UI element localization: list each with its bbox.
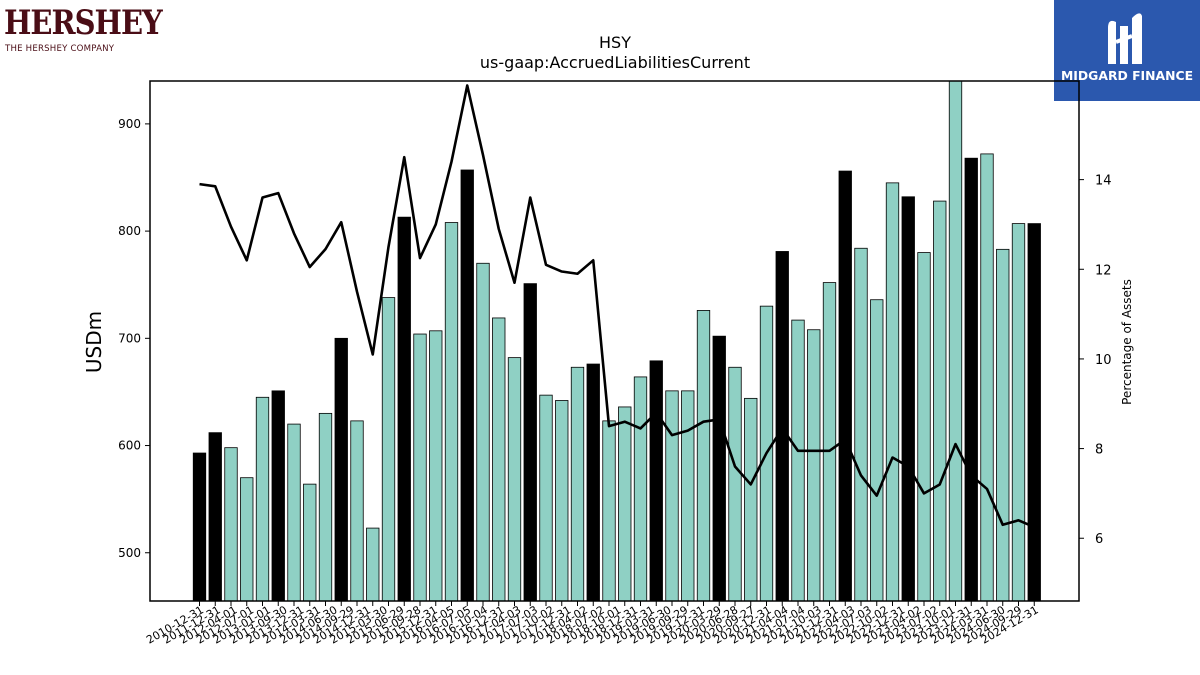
bar-quarter: [681, 390, 695, 602]
bar-quarter: [618, 406, 632, 602]
chart-title: HSY: [599, 33, 631, 52]
bar-annual: [1027, 223, 1041, 602]
bar-quarter: [1011, 223, 1026, 602]
y-tick-label: 800: [118, 224, 141, 238]
bar-quarter: [980, 153, 994, 602]
y2-tick-label: 10: [1095, 353, 1112, 368]
bar-quarter: [728, 366, 742, 602]
chart-subtitle: us-gaap:AccruedLiabilitiesCurrent: [480, 53, 750, 72]
bar-quarter: [885, 182, 900, 602]
bar-quarter: [366, 527, 380, 602]
bar-annual: [712, 335, 726, 602]
bar-annual: [964, 157, 978, 602]
y-tick-label: 700: [118, 331, 141, 345]
bar-quarter: [413, 333, 427, 602]
bar-quarter: [791, 319, 805, 602]
bar-annual: [271, 390, 285, 602]
bar-quarter: [381, 297, 396, 602]
bar-quarter: [555, 400, 569, 602]
bar-annual: [334, 337, 348, 602]
y-tick-label: 600: [118, 439, 141, 453]
bar-quarter: [350, 420, 364, 602]
bar-quarter: [492, 317, 506, 602]
bar-annual: [208, 432, 222, 602]
bar-annual: [838, 170, 852, 602]
bar-quarter: [665, 390, 679, 602]
bar-quarter: [602, 420, 616, 602]
bar-quarter: [429, 330, 443, 602]
midgard-emblem-icon: [1108, 13, 1142, 64]
bar-quarter: [744, 397, 758, 602]
x-axis: 2010-12-312011-12-312012-04-012012-07-01…: [144, 601, 1041, 647]
bar-annual: [901, 196, 915, 602]
bar-quarter: [822, 282, 837, 602]
y2-tick-label: 12: [1095, 263, 1112, 278]
y-axis-label: USDm: [82, 311, 106, 373]
y2-tick-label: 6: [1095, 532, 1103, 547]
bar-quarter: [476, 262, 490, 602]
bar-quarter: [807, 329, 821, 602]
bar-annual: [775, 251, 789, 602]
bar-quarter: [633, 376, 648, 602]
midgard-finance-name: MIDGARD FINANCE: [1060, 68, 1194, 83]
hershey-tagline: THE HERSHEY COMPANY: [5, 44, 115, 54]
y-tick-label: 500: [118, 546, 141, 560]
hershey-wordmark: HERSHEY: [4, 2, 163, 42]
y-tick-label: 900: [118, 117, 141, 131]
pct-assets-series: [199, 84, 1035, 529]
bar-quarter: [854, 247, 868, 602]
bar-quarter: [948, 80, 963, 602]
bar-quarter: [570, 366, 585, 602]
bar-quarter: [444, 222, 459, 602]
bar-quarter: [539, 394, 553, 602]
bar-quarter: [917, 252, 931, 602]
bar-quarter: [303, 483, 317, 602]
y2-axis-label: Percentage of Assets: [1120, 279, 1134, 405]
hershey-logo: HERSHEY THE HERSHEY COMPANY: [4, 4, 163, 56]
bar-annual: [192, 452, 207, 602]
bar-annual: [460, 169, 474, 602]
bar-annual: [586, 363, 600, 602]
bar-annual: [649, 360, 663, 602]
y2-tick-label: 14: [1095, 174, 1112, 189]
bar-quarter: [996, 248, 1010, 602]
y-axis: 500 600 700 800 900: [118, 117, 150, 560]
bar-quarter: [318, 412, 333, 602]
bar-quarter: [870, 299, 884, 602]
bar-quarter: [255, 396, 270, 602]
pct-assets-line: [199, 84, 1035, 529]
bar-series: [192, 80, 1041, 602]
bar-annual: [523, 283, 537, 602]
bar-quarter: [224, 447, 238, 602]
y2-axis: 6 8 10 12 14: [1079, 174, 1112, 547]
bar-quarter: [507, 357, 522, 602]
bar-quarter: [287, 423, 301, 602]
plot-frame: [149, 80, 1080, 602]
bar-quarter: [696, 310, 711, 602]
y2-tick-label: 8: [1095, 443, 1103, 458]
bar-quarter: [240, 477, 254, 602]
bar-annual: [397, 216, 411, 602]
bar-quarter: [933, 200, 947, 602]
